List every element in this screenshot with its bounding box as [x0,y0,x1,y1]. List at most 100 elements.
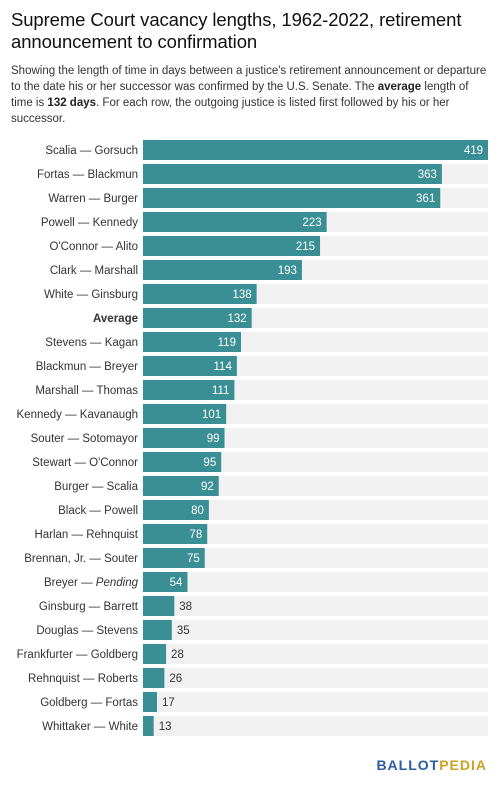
bar [143,332,241,352]
bar-row: Douglas — Stevens 35 [36,620,488,640]
bar-row: Ginsburg — Barrett 38 [39,596,488,616]
value-label: 13 [159,721,172,733]
value-label: 17 [162,697,175,709]
bar-track [143,668,488,688]
bar-row: Blackmun — Breyer 114 [36,356,488,376]
bar-chart: Scalia — Gorsuch 419 Fortas — Blackmun 363 W… [17,140,488,736]
bar-row: Warren — Burger 361 [48,188,488,208]
category-label-part: Breyer — [44,577,96,589]
category-label: O'Connor — Alito [50,241,139,253]
bar-row: Whittaker — White 13 [42,716,488,736]
bar-row: White — Ginsburg 138 [44,284,488,304]
bar [143,692,157,712]
bar-row: Stewart — O'Connor 95 [32,452,488,472]
bar-track [143,716,488,736]
bar-row: Breyer — Pending 54 [44,572,488,592]
bar [143,476,219,496]
category-label: Harlan — Rehnquist [34,529,138,541]
category-label: Kennedy — Kavanaugh [17,409,138,421]
bar [143,500,209,520]
category-label: Powell — Kennedy [41,217,138,229]
value-label: 215 [296,241,315,253]
bar [143,524,208,544]
bar-row: Stevens — Kagan 119 [45,332,488,352]
value-label: 419 [464,145,483,157]
category-label: Breyer — Pending [44,577,139,589]
subtitle-text-2: length of time is [11,81,469,109]
bar [143,188,441,208]
bar-row: Rehnquist — Roberts 26 [28,668,488,688]
bar-row: Burger — Scalia 92 [54,476,488,496]
bar-track [143,524,488,544]
category-label: Ginsburg — Barrett [39,601,139,613]
bar-row: O'Connor — Alito 215 [50,236,488,256]
value-label: 95 [203,457,216,469]
bar [143,620,172,640]
value-label: 92 [201,481,214,493]
category-label: Average [93,313,138,325]
category-label: Black — Powell [58,505,138,517]
bar-track [143,476,488,496]
value-label: 223 [302,217,321,229]
bar-row: Harlan — Rehnquist 78 [34,524,488,544]
bar-row: Goldberg — Fortas 17 [40,692,488,712]
chart-title: Supreme Court vacancy lengths, 1962-2022… [11,9,462,52]
bar-row: Fortas — Blackmun 363 [37,164,488,184]
bar-row: Marshall — Thomas 111 [35,380,488,400]
bar [143,668,165,688]
bar-track [143,548,488,568]
value-label: 78 [189,529,202,541]
category-label: Fortas — Blackmun [37,169,138,181]
bar [143,284,257,304]
value-label: 361 [416,193,435,205]
ballotpedia-logo: BALLOTPEDIA [376,757,487,773]
bar-row: Scalia — Gorsuch 419 [45,140,488,160]
value-label: 35 [177,625,190,637]
bar-track [143,428,488,448]
value-label: 363 [418,169,437,181]
chart-subtitle: Showing the length of time in days betwe… [11,63,489,127]
bar-track [143,596,488,616]
value-label: 75 [187,553,200,565]
category-label: Clark — Marshall [50,265,138,277]
bar [143,236,321,256]
subtitle-bold-average: average [377,81,422,93]
value-label: 111 [212,385,229,397]
logo-text-ballot: BALLOT [376,757,440,773]
value-label: 99 [207,433,220,445]
bar [143,356,237,376]
bar [143,164,442,184]
bar-row: Clark — Marshall 193 [50,260,488,280]
logo-text-pedia: PEDIA [439,757,487,773]
bar [143,140,488,160]
category-label: Souter — Sotomayor [31,433,139,445]
category-label: Whittaker — White [42,721,138,733]
category-label: Blackmun — Breyer [36,361,138,373]
bar-track [143,404,488,424]
subtitle-text-3: . For each row, the outgoing justice is … [11,97,450,125]
bar-row: Powell — Kennedy 223 [41,212,488,232]
bar [143,572,188,592]
category-label: Brennan, Jr. — Souter [24,553,138,565]
category-label: Goldberg — Fortas [40,697,138,709]
value-label: 101 [202,409,221,421]
category-label: Stevens — Kagan [45,337,138,349]
category-label: Stewart — O'Connor [32,457,138,469]
value-label: 138 [232,289,251,301]
value-label: 28 [171,649,184,661]
bar-row: Brennan, Jr. — Souter 75 [24,548,488,568]
bar-row: Kennedy — Kavanaugh 101 [17,404,488,424]
category-label: Frankfurter — Goldberg [17,649,138,661]
category-label: Douglas — Stevens [36,625,138,637]
bar [143,428,225,448]
bar-row: Black — Powell 80 [58,500,488,520]
bar-track [143,500,488,520]
value-label: 38 [179,601,192,613]
bar [143,644,167,664]
bar [143,404,227,424]
bar-track [143,644,488,664]
bar [143,380,235,400]
bar [143,716,154,736]
subtitle-text-1: Showing the length of time in days betwe… [11,65,487,93]
bar [143,548,205,568]
